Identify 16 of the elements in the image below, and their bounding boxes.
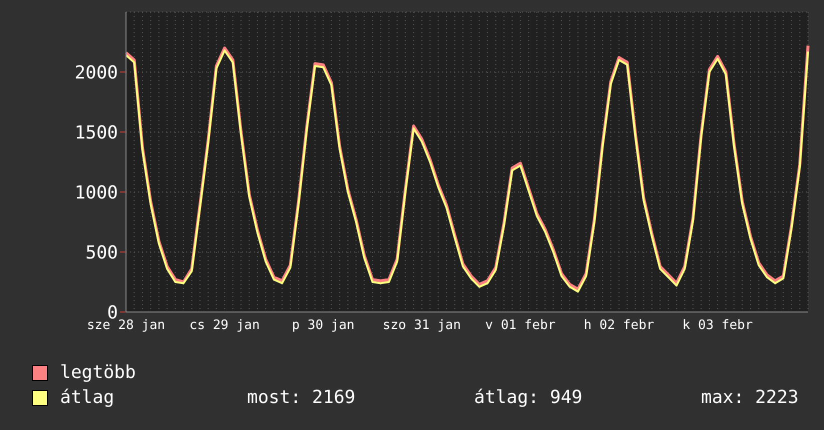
x-tick-label: h 02 febr [584,318,654,334]
legend-label: legtöbb [60,362,137,383]
y-tick-label: 500 [85,242,118,264]
y-tick-label: 2000 [74,62,118,84]
x-tick-label: cs 29 jan [189,318,260,334]
y-tick-label: 1000 [74,182,118,204]
x-tick-label: p 30 jan [292,318,355,334]
text: most: 2169 [247,387,356,408]
text: max: 2223 [701,387,800,408]
x-tick-label: szo 31 jan [382,318,461,334]
text: átlag: 949 [474,387,584,408]
x-tick-label: v 01 febr [485,318,556,334]
legend-label: átlag [60,387,116,408]
x-tick-label: sze 28 jan [86,318,166,334]
y-tick-label: 1500 [74,122,118,144]
x-tick-label: k 03 febr [682,318,753,334]
